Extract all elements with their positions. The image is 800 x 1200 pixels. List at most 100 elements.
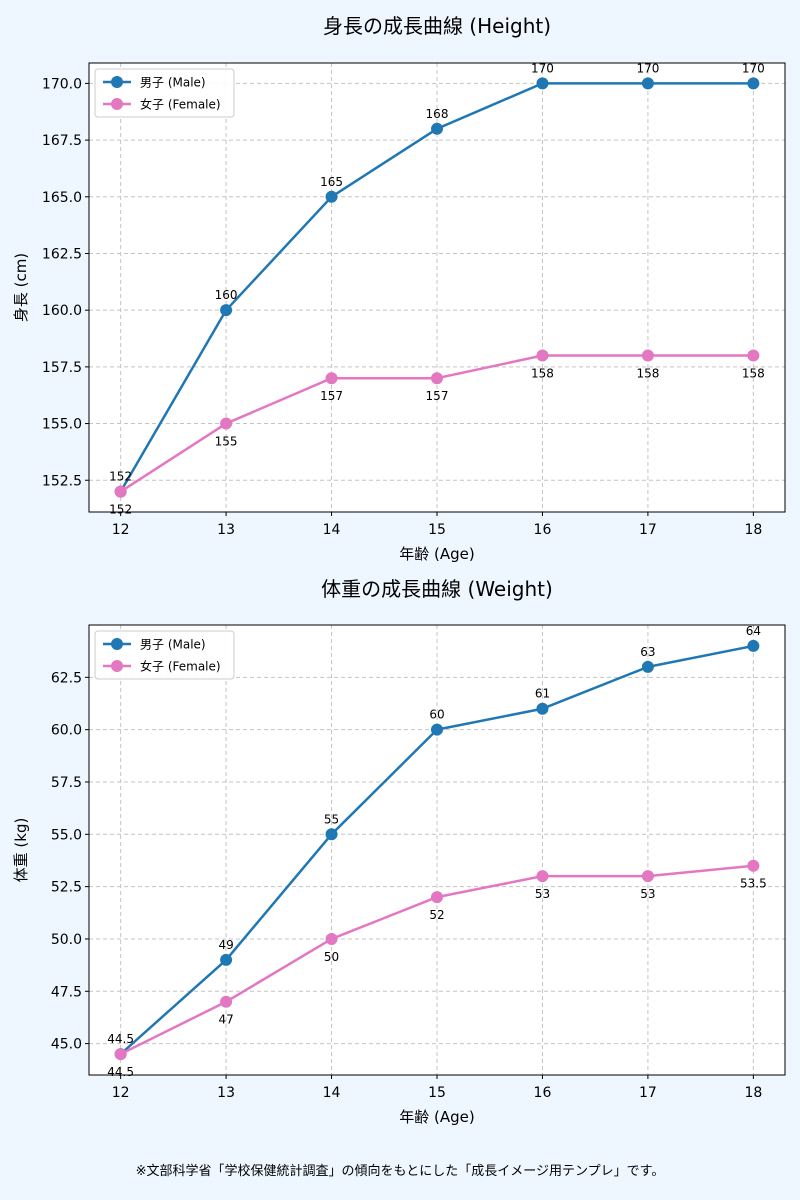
data-point xyxy=(641,660,654,673)
y-tick-label: 62.5 xyxy=(51,670,82,686)
data-label: 158 xyxy=(742,367,765,381)
x-tick-label: 13 xyxy=(217,522,235,538)
y-tick-label: 162.5 xyxy=(42,246,82,262)
data-label: 50 xyxy=(324,950,339,964)
legend-label: 女子 (Female) xyxy=(140,659,221,674)
data-label: 52 xyxy=(429,908,444,922)
data-point xyxy=(747,859,760,872)
data-label: 152 xyxy=(109,470,132,484)
data-label: 168 xyxy=(426,107,449,121)
y-tick-label: 152.5 xyxy=(42,473,82,489)
data-label: 155 xyxy=(215,435,238,449)
y-tick-label: 50.0 xyxy=(51,932,82,948)
x-axis-label: 年齢 (Age) xyxy=(399,1108,474,1126)
series-female: 152 155 157 157 158 158 158 xyxy=(109,349,765,517)
legend-marker xyxy=(111,98,123,110)
data-label: 170 xyxy=(531,61,554,75)
x-tick-label: 18 xyxy=(744,1085,762,1101)
y-tick-label: 155.0 xyxy=(42,417,82,433)
data-point xyxy=(220,304,233,317)
y-axis-label: 体重 (kg) xyxy=(12,818,30,883)
x-tick-label: 17 xyxy=(639,522,657,538)
y-tick-label: 157.5 xyxy=(42,360,82,376)
data-point xyxy=(747,77,760,90)
chart-title: 体重の成長曲線 (Weight) xyxy=(321,577,553,601)
data-point xyxy=(641,77,654,90)
data-label: 160 xyxy=(215,288,238,302)
legend-label: 女子 (Female) xyxy=(140,97,221,112)
y-axis-label: 身長 (cm) xyxy=(12,253,30,322)
data-label: 157 xyxy=(320,389,343,403)
x-tick-label: 16 xyxy=(534,522,552,538)
data-label: 49 xyxy=(218,938,233,952)
data-label: 64 xyxy=(746,624,761,638)
y-tick-label: 160.0 xyxy=(42,303,82,319)
data-point xyxy=(431,122,443,135)
legend-marker xyxy=(111,660,123,672)
data-point xyxy=(641,870,654,883)
data-label: 60 xyxy=(429,708,444,722)
y-tick-label: 167.5 xyxy=(42,133,82,149)
data-point xyxy=(431,723,443,736)
y-tick-label: 52.5 xyxy=(51,880,82,896)
data-point xyxy=(114,485,127,498)
x-tick-label: 17 xyxy=(639,1085,657,1101)
data-point xyxy=(431,372,443,385)
data-label: 165 xyxy=(320,175,343,189)
y-tick-label: 170.0 xyxy=(42,76,82,92)
data-label: 158 xyxy=(636,367,659,381)
data-label: 63 xyxy=(640,645,655,659)
axes-frame xyxy=(88,62,786,513)
x-tick-label: 12 xyxy=(112,522,130,538)
y-tick-label: 165.0 xyxy=(42,190,82,206)
data-label: 170 xyxy=(742,61,765,75)
data-point xyxy=(220,417,233,430)
data-label: 55 xyxy=(324,812,339,826)
data-label: 170 xyxy=(636,61,659,75)
data-label: 53.5 xyxy=(740,877,767,891)
data-point xyxy=(747,349,760,362)
data-point xyxy=(431,891,443,904)
data-point xyxy=(220,953,233,966)
x-tick-label: 14 xyxy=(323,522,341,538)
data-point xyxy=(325,932,338,945)
y-tick-label: 45.0 xyxy=(51,1037,82,1053)
data-point xyxy=(641,349,654,362)
x-tick-label: 15 xyxy=(428,522,446,538)
legend-marker xyxy=(111,638,123,650)
footnote: ※文部科学省「学校保健統計調査」の傾向をもとにした「成長イメージ用テンプレ」です… xyxy=(135,1164,665,1179)
legend: 男子 (Male) 女子 (Female) xyxy=(94,68,235,118)
data-point xyxy=(747,639,760,652)
data-label: 44.5 xyxy=(107,1065,134,1079)
data-point xyxy=(325,190,338,203)
data-point xyxy=(536,702,549,715)
chart-1: 152.5 155.0 157.5 160.0 162.5 165.0 167.5 170.0… xyxy=(12,14,786,563)
data-label: 44.5 xyxy=(107,1032,134,1046)
legend-label: 男子 (Male) xyxy=(140,76,206,90)
y-tick-label: 47.5 xyxy=(51,984,82,1000)
chart-2: 45.0 47.5 50.0 52.5 55.0 57.5 60.0 62.5 12 13 14 15… xyxy=(12,577,786,1126)
x-tick-label: 12 xyxy=(112,1085,130,1101)
data-label: 47 xyxy=(218,1013,233,1027)
legend-label: 男子 (Male) xyxy=(140,638,206,652)
axes-frame xyxy=(88,624,786,1076)
data-label: 157 xyxy=(426,389,449,403)
data-label: 53 xyxy=(535,887,550,901)
x-tick-label: 16 xyxy=(534,1085,552,1101)
data-label: 158 xyxy=(531,367,554,381)
legend-marker xyxy=(111,76,123,88)
series-male: 152 160 165 168 170 170 170 xyxy=(109,61,765,498)
data-point xyxy=(114,1048,127,1061)
data-point xyxy=(536,77,549,90)
chart-title: 身長の成長曲線 (Height) xyxy=(323,14,551,38)
data-point xyxy=(536,870,549,883)
data-label: 152 xyxy=(109,503,132,517)
x-tick-label: 14 xyxy=(323,1085,341,1101)
data-point xyxy=(220,995,233,1008)
legend: 男子 (Male) 女子 (Female) xyxy=(94,630,235,680)
data-point xyxy=(536,349,549,362)
x-axis-label: 年齢 (Age) xyxy=(399,545,474,563)
data-label: 61 xyxy=(535,687,550,701)
data-point xyxy=(325,372,338,385)
